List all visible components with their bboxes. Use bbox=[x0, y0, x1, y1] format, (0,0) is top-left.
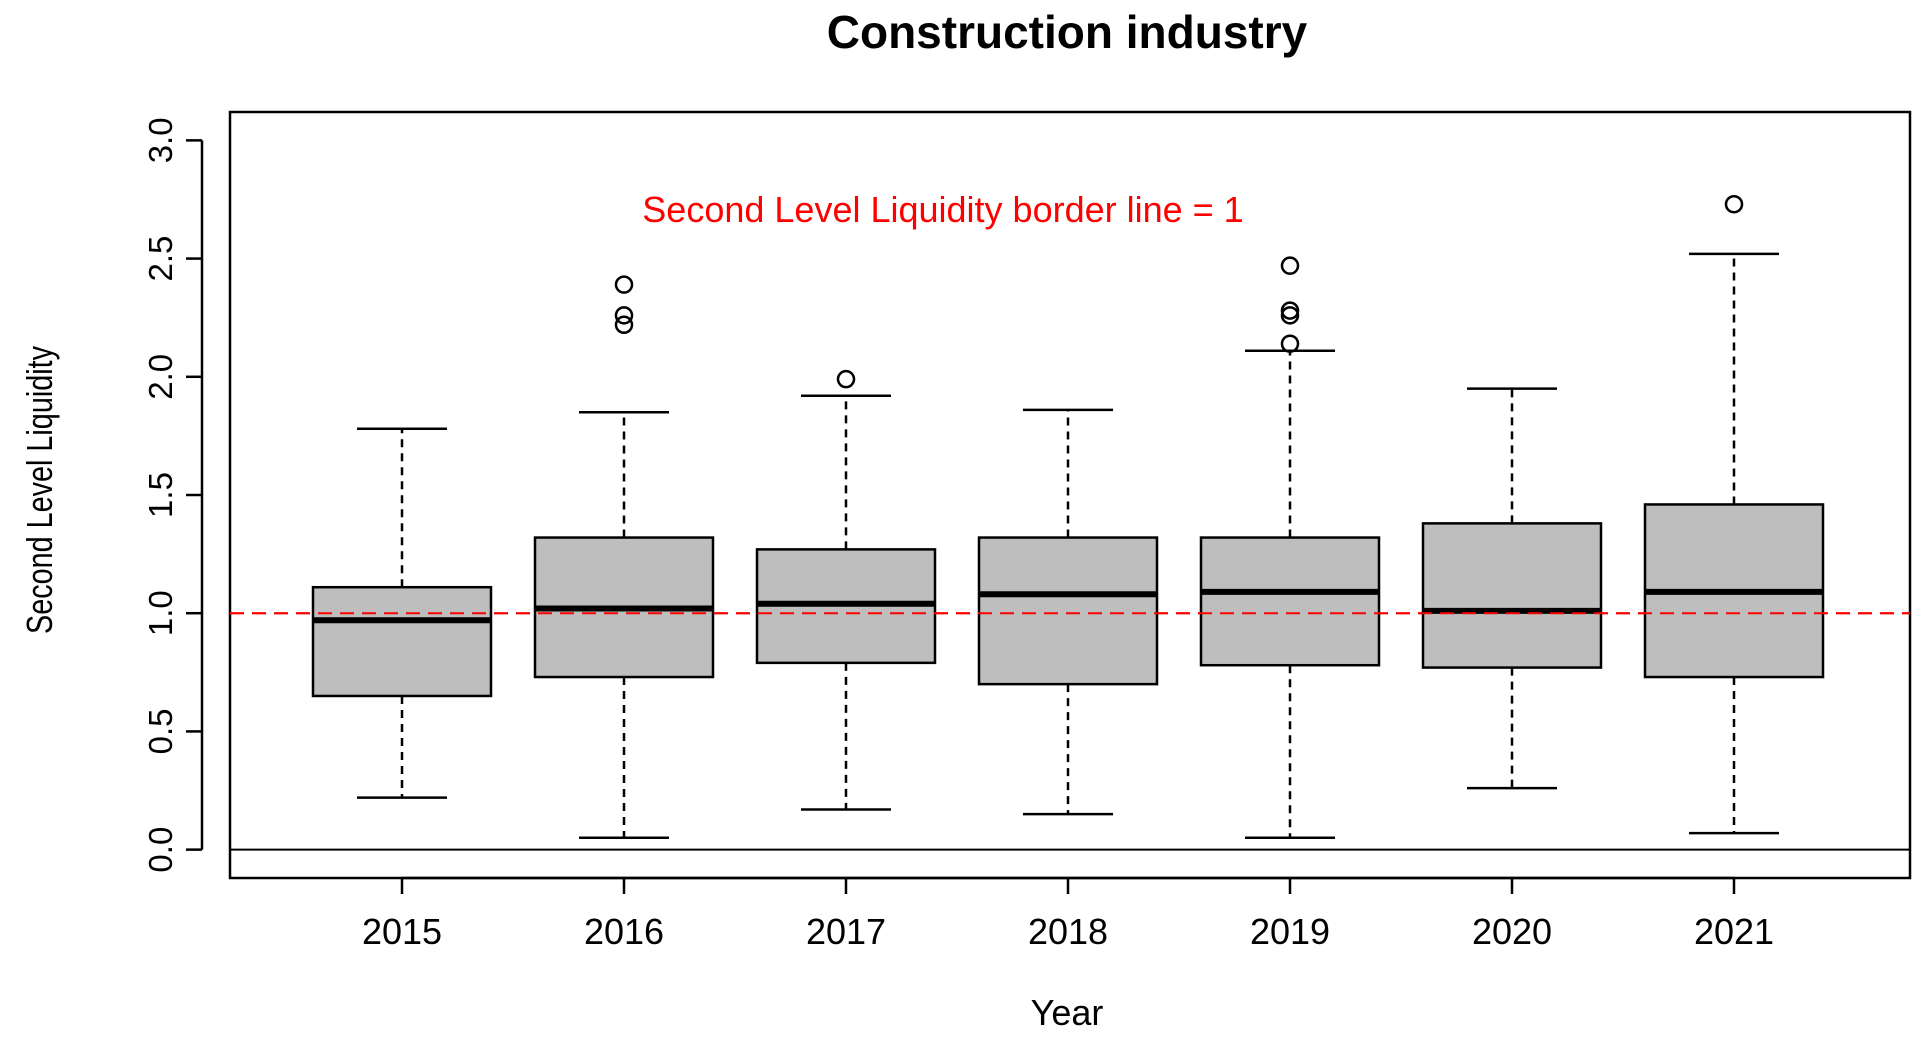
border-line-annotation: Second Level Liquidity border line = 1 bbox=[642, 189, 1243, 230]
box-2019 bbox=[1199, 256, 1381, 840]
outlier-point bbox=[836, 369, 856, 389]
outlier-point bbox=[614, 315, 634, 335]
y-tick-label: 1.5 bbox=[142, 472, 179, 518]
outlier-point bbox=[614, 306, 634, 325]
iqr-box bbox=[977, 536, 1159, 686]
chart-title: Construction industry bbox=[827, 6, 1308, 58]
y-tick-label: 0.0 bbox=[142, 827, 179, 873]
box-2021 bbox=[1643, 194, 1825, 835]
box-2018 bbox=[977, 408, 1159, 816]
x-axis-label: Year bbox=[1031, 992, 1104, 1033]
box-2020 bbox=[1421, 387, 1603, 790]
x-tick-label: 2021 bbox=[1694, 911, 1774, 952]
chart-marks: 0.0 0.5 1.0 1.5 2.0 2.5 3.0 2015 2016 2017 2018 201… bbox=[142, 117, 1910, 952]
iqr-box bbox=[1421, 522, 1603, 669]
y-axis-label: Second Level Liquidity bbox=[19, 345, 60, 634]
box-2017 bbox=[755, 369, 937, 811]
outlier-point bbox=[1280, 334, 1300, 353]
outlier-point bbox=[1280, 301, 1300, 320]
outlier-point bbox=[1280, 306, 1300, 325]
y-tick-label: 3.0 bbox=[142, 117, 179, 163]
x-tick-label: 2019 bbox=[1250, 911, 1330, 952]
outlier-point bbox=[614, 275, 634, 294]
box-2016 bbox=[533, 275, 715, 840]
y-tick-label: 1.0 bbox=[142, 590, 179, 636]
box-2015 bbox=[311, 427, 493, 799]
iqr-box bbox=[1199, 536, 1381, 667]
y-tick-label: 2.5 bbox=[142, 236, 179, 282]
x-tick-label: 2017 bbox=[806, 911, 886, 952]
x-tick-label: 2016 bbox=[584, 911, 664, 952]
x-tick-label: 2015 bbox=[362, 911, 442, 952]
outlier-point bbox=[1724, 194, 1744, 214]
iqr-box bbox=[311, 585, 493, 698]
outlier-point bbox=[1280, 256, 1300, 275]
x-tick-label: 2018 bbox=[1028, 911, 1108, 952]
y-tick-label: 0.5 bbox=[142, 708, 179, 754]
y-tick-label: 2.0 bbox=[142, 354, 179, 400]
x-tick-label: 2020 bbox=[1472, 911, 1552, 952]
